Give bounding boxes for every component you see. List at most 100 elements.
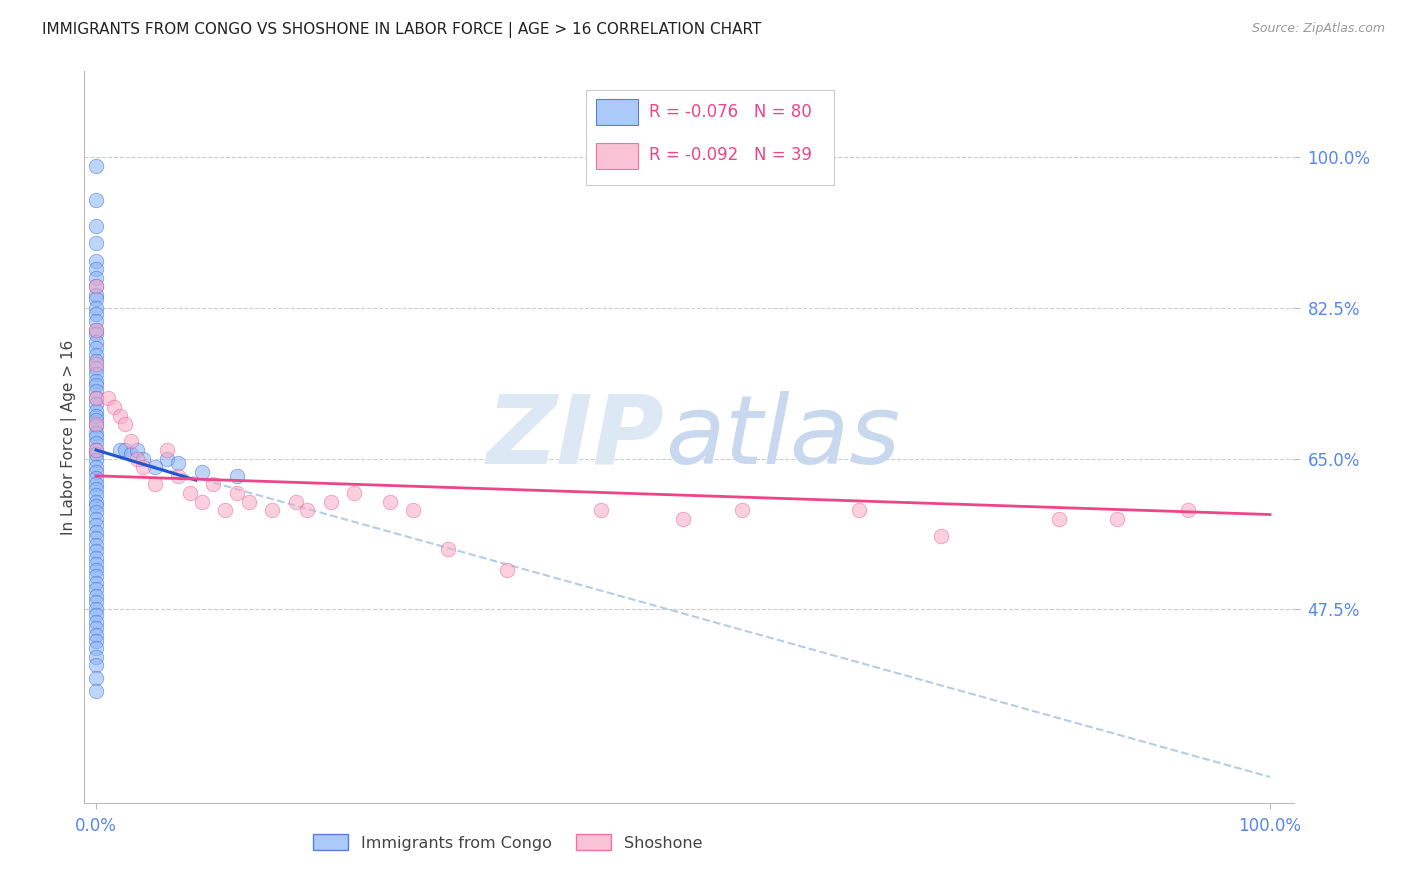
Text: R = -0.092   N = 39: R = -0.092 N = 39	[650, 146, 813, 164]
Point	[84, 397, 107, 411]
Point	[84, 293, 107, 307]
Point	[84, 634, 107, 648]
Point	[84, 649, 107, 664]
Point	[84, 262, 107, 277]
Point	[238, 494, 260, 508]
Point	[84, 576, 107, 591]
Point	[84, 615, 107, 629]
Point	[84, 326, 107, 341]
Point	[143, 477, 166, 491]
Point	[84, 384, 107, 399]
Point	[84, 499, 107, 513]
Point	[84, 658, 107, 673]
Point	[84, 477, 107, 491]
Point	[84, 159, 107, 173]
Point	[84, 582, 107, 597]
Text: ZIP: ZIP	[486, 391, 665, 483]
Point	[1047, 512, 1070, 526]
Point	[84, 465, 107, 479]
Point	[84, 253, 107, 268]
Text: R = -0.076   N = 80: R = -0.076 N = 80	[650, 103, 811, 120]
Point	[84, 322, 107, 336]
Point	[84, 279, 107, 293]
Text: IMMIGRANTS FROM CONGO VS SHOSHONE IN LABOR FORCE | AGE > 16 CORRELATION CHART: IMMIGRANTS FROM CONGO VS SHOSHONE IN LAB…	[42, 22, 762, 38]
Point	[84, 470, 107, 484]
Point	[84, 301, 107, 315]
Point	[262, 503, 284, 517]
Point	[848, 503, 870, 517]
Point	[84, 447, 107, 461]
Point	[1107, 512, 1129, 526]
Point	[84, 524, 107, 539]
Point	[84, 460, 107, 475]
Point	[84, 684, 107, 698]
Point	[84, 279, 107, 293]
Point	[167, 456, 190, 470]
Point	[155, 451, 177, 466]
Point	[84, 361, 107, 376]
Point	[84, 348, 107, 362]
Point	[84, 271, 107, 285]
Point	[672, 512, 695, 526]
Point	[190, 465, 212, 479]
Point	[114, 417, 136, 432]
Point	[84, 194, 107, 208]
Point	[84, 368, 107, 382]
Point	[132, 451, 155, 466]
Point	[84, 538, 107, 552]
Point	[84, 335, 107, 350]
Point	[84, 589, 107, 603]
Point	[84, 628, 107, 642]
Point	[179, 486, 201, 500]
Point	[120, 434, 142, 449]
Point	[103, 400, 125, 414]
Point	[84, 357, 107, 371]
Point	[84, 621, 107, 635]
Point	[84, 517, 107, 532]
Point	[84, 671, 107, 685]
Point	[202, 477, 225, 491]
Point	[226, 468, 249, 483]
Point	[84, 314, 107, 328]
Point	[84, 564, 107, 578]
Point	[84, 342, 107, 356]
Point	[84, 354, 107, 368]
Point	[143, 460, 166, 475]
Point	[120, 447, 142, 461]
Point	[84, 453, 107, 467]
Point	[343, 486, 366, 500]
Point	[84, 482, 107, 496]
Point	[84, 417, 107, 432]
Point	[114, 442, 136, 457]
Point	[190, 494, 212, 508]
Y-axis label: In Labor Force | Age > 16: In Labor Force | Age > 16	[62, 340, 77, 534]
Point	[731, 503, 754, 517]
Point	[84, 494, 107, 508]
Point	[84, 322, 107, 336]
Point	[284, 494, 307, 508]
Legend: Immigrants from Congo, Shoshone: Immigrants from Congo, Shoshone	[307, 828, 709, 857]
Point	[84, 505, 107, 519]
Point	[84, 404, 107, 418]
Point	[84, 307, 107, 321]
Point	[84, 219, 107, 234]
Point	[931, 529, 953, 543]
Point	[127, 442, 149, 457]
Point	[84, 392, 107, 406]
Point	[84, 595, 107, 609]
Point	[378, 494, 401, 508]
Point	[84, 409, 107, 423]
FancyBboxPatch shape	[596, 99, 638, 125]
Point	[84, 512, 107, 526]
Point	[108, 442, 131, 457]
Point	[84, 418, 107, 433]
Point	[496, 564, 519, 578]
Point	[437, 541, 460, 556]
Point	[84, 569, 107, 583]
Point	[214, 503, 236, 517]
Point	[84, 608, 107, 623]
Point	[108, 409, 131, 423]
Text: atlas: atlas	[665, 391, 900, 483]
Point	[84, 236, 107, 251]
Point	[155, 442, 177, 457]
